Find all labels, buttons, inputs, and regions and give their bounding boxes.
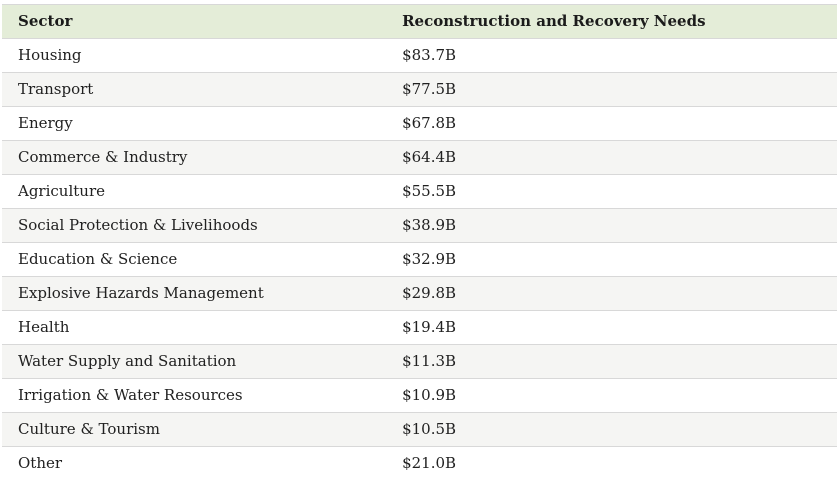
sector-cell: Other — [2, 446, 387, 477]
value-cell: $10.5B — [386, 412, 837, 447]
value-cell: $21.0B — [386, 446, 837, 477]
sector-cell: Explosive Hazards Management — [2, 276, 387, 311]
table-row: Culture & Tourism $10.5B — [2, 412, 837, 447]
sector-cell: Water Supply and Sanitation — [2, 344, 387, 379]
table-header-row: Sector Reconstruction and Recovery Needs — [2, 4, 837, 39]
table-row: Commerce & Industry $64.4B — [2, 140, 837, 175]
sector-cell: Energy — [2, 106, 387, 141]
needs-table: Sector Reconstruction and Recovery Needs… — [2, 4, 837, 477]
value-cell: $77.5B — [386, 72, 837, 107]
value-cell: $38.9B — [386, 208, 837, 243]
sector-cell: Education & Science — [2, 242, 387, 277]
value-cell: $32.9B — [386, 242, 837, 277]
value-cell: $64.4B — [386, 140, 837, 175]
table-row: Irrigation & Water Resources $10.9B — [2, 378, 837, 413]
table-row: Explosive Hazards Management $29.8B — [2, 276, 837, 311]
value-cell: $83.7B — [386, 38, 837, 73]
sector-cell: Irrigation & Water Resources — [2, 378, 387, 413]
table-row: Agriculture $55.5B — [2, 174, 837, 209]
value-cell: $67.8B — [386, 106, 837, 141]
table-row: Housing $83.7B — [2, 38, 837, 73]
table-row: Water Supply and Sanitation $11.3B — [2, 344, 837, 379]
value-cell: $11.3B — [386, 344, 837, 379]
sector-cell: Housing — [2, 38, 387, 73]
column-header-sector: Sector — [2, 4, 387, 39]
value-cell: $29.8B — [386, 276, 837, 311]
sector-cell: Culture & Tourism — [2, 412, 387, 447]
table-row: Energy $67.8B — [2, 106, 837, 141]
table-row: Transport $77.5B — [2, 72, 837, 107]
table-row: Other $21.0B — [2, 446, 837, 477]
sector-cell: Social Protection & Livelihoods — [2, 208, 387, 243]
sector-cell: Health — [2, 310, 387, 345]
value-cell: $10.9B — [386, 378, 837, 413]
value-cell: $19.4B — [386, 310, 837, 345]
table-row: Education & Science $32.9B — [2, 242, 837, 277]
table-row: Social Protection & Livelihoods $38.9B — [2, 208, 837, 243]
sector-cell: Commerce & Industry — [2, 140, 387, 175]
sector-cell: Transport — [2, 72, 387, 107]
value-cell: $55.5B — [386, 174, 837, 209]
sector-cell: Agriculture — [2, 174, 387, 209]
column-header-needs: Reconstruction and Recovery Needs — [386, 4, 837, 39]
table-row: Health $19.4B — [2, 310, 837, 345]
